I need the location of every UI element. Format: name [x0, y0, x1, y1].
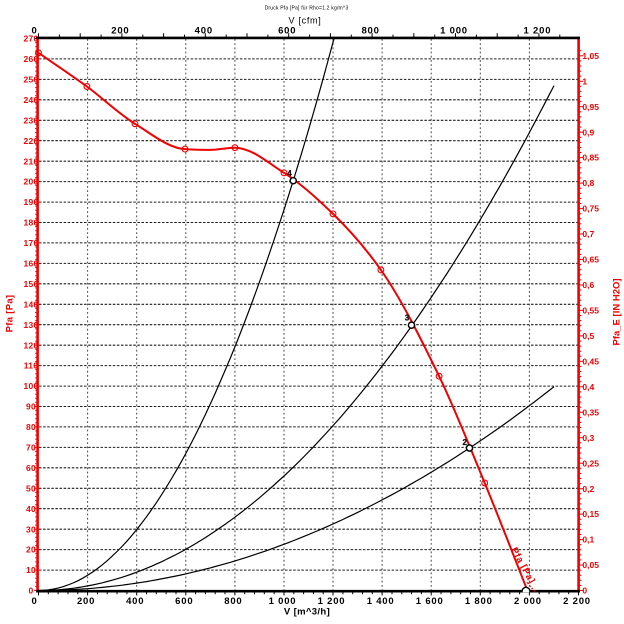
- svg-text:3: 3: [405, 314, 410, 323]
- svg-text:0,65: 0,65: [582, 255, 599, 265]
- svg-text:200: 200: [111, 25, 129, 36]
- svg-text:0: 0: [31, 596, 37, 607]
- svg-text:230: 230: [23, 115, 38, 125]
- svg-text:0: 0: [582, 586, 587, 596]
- svg-text:0,4: 0,4: [582, 382, 594, 392]
- svg-text:2: 2: [463, 438, 468, 447]
- svg-text:400: 400: [195, 25, 213, 36]
- svg-text:40: 40: [26, 504, 36, 514]
- svg-text:110: 110: [24, 361, 39, 371]
- svg-text:1 000: 1 000: [269, 596, 297, 607]
- svg-text:0,5: 0,5: [582, 331, 594, 341]
- svg-text:400: 400: [126, 596, 144, 607]
- svg-text:100: 100: [23, 381, 38, 391]
- svg-text:190: 190: [23, 197, 38, 207]
- svg-text:0,95: 0,95: [582, 102, 599, 112]
- svg-text:0: 0: [28, 586, 33, 596]
- svg-text:70: 70: [26, 443, 36, 453]
- svg-text:1 200: 1 200: [524, 25, 552, 36]
- svg-text:250: 250: [23, 75, 38, 85]
- svg-text:4: 4: [287, 169, 292, 178]
- svg-text:50: 50: [26, 483, 36, 493]
- svg-text:600: 600: [278, 25, 296, 36]
- svg-text:60: 60: [26, 463, 36, 473]
- svg-text:0,8: 0,8: [582, 178, 594, 188]
- svg-text:0,7: 0,7: [582, 229, 594, 239]
- svg-text:0,05: 0,05: [582, 560, 599, 570]
- svg-text:0,2: 0,2: [582, 484, 594, 494]
- svg-text:0,75: 0,75: [582, 204, 599, 214]
- svg-text:270: 270: [23, 34, 38, 44]
- svg-text:0,25: 0,25: [582, 458, 599, 468]
- svg-text:0,15: 0,15: [582, 509, 599, 519]
- svg-text:1 600: 1 600: [416, 596, 444, 607]
- svg-text:130: 130: [23, 320, 38, 330]
- svg-text:180: 180: [23, 218, 38, 228]
- svg-text:0,45: 0,45: [582, 356, 599, 366]
- svg-text:0,1: 0,1: [582, 535, 594, 545]
- svg-text:140: 140: [23, 299, 38, 309]
- svg-text:200: 200: [23, 177, 38, 187]
- svg-text:260: 260: [23, 54, 38, 64]
- svg-text:240: 240: [23, 95, 38, 105]
- svg-text:Pfa_E [IN H2O]: Pfa_E [IN H2O]: [612, 278, 623, 345]
- svg-text:2 200: 2 200: [563, 596, 591, 607]
- svg-text:30: 30: [26, 524, 36, 534]
- svg-text:90: 90: [26, 402, 36, 412]
- svg-text:1 000: 1 000: [440, 25, 468, 36]
- svg-text:1 400: 1 400: [367, 596, 395, 607]
- svg-text:200: 200: [77, 596, 95, 607]
- svg-text:1 200: 1 200: [318, 596, 346, 607]
- svg-text:800: 800: [224, 596, 242, 607]
- svg-text:80: 80: [26, 422, 36, 432]
- svg-text:2 000: 2 000: [514, 596, 542, 607]
- svg-text:0,35: 0,35: [582, 407, 599, 417]
- svg-text:Pfa [Pa]: Pfa [Pa]: [5, 295, 16, 333]
- svg-text:20: 20: [26, 545, 36, 555]
- svg-text:160: 160: [23, 259, 38, 269]
- svg-text:0: 0: [31, 25, 37, 36]
- svg-text:1,05: 1,05: [582, 51, 599, 61]
- svg-text:0,3: 0,3: [582, 433, 594, 443]
- svg-text:120: 120: [23, 340, 38, 350]
- svg-text:210: 210: [23, 156, 38, 166]
- svg-text:220: 220: [23, 136, 38, 146]
- svg-text:0,9: 0,9: [582, 127, 594, 137]
- svg-text:0,55: 0,55: [582, 306, 599, 316]
- svg-text:0,85: 0,85: [582, 153, 599, 163]
- svg-text:Druck Pfa [Pa] für Rho=1.2 kg/: Druck Pfa [Pa] für Rho=1.2 kg/m^3: [265, 5, 349, 11]
- svg-text:0,6: 0,6: [582, 280, 594, 290]
- svg-text:170: 170: [23, 238, 38, 248]
- svg-text:10: 10: [26, 565, 36, 575]
- svg-text:V [m^3/h]: V [m^3/h]: [284, 606, 330, 617]
- svg-text:V [cfm]: V [cfm]: [289, 15, 322, 25]
- svg-text:1: 1: [582, 76, 587, 86]
- svg-text:1 800: 1 800: [465, 596, 493, 607]
- svg-text:600: 600: [175, 596, 193, 607]
- svg-text:150: 150: [23, 279, 38, 289]
- svg-text:800: 800: [361, 25, 379, 36]
